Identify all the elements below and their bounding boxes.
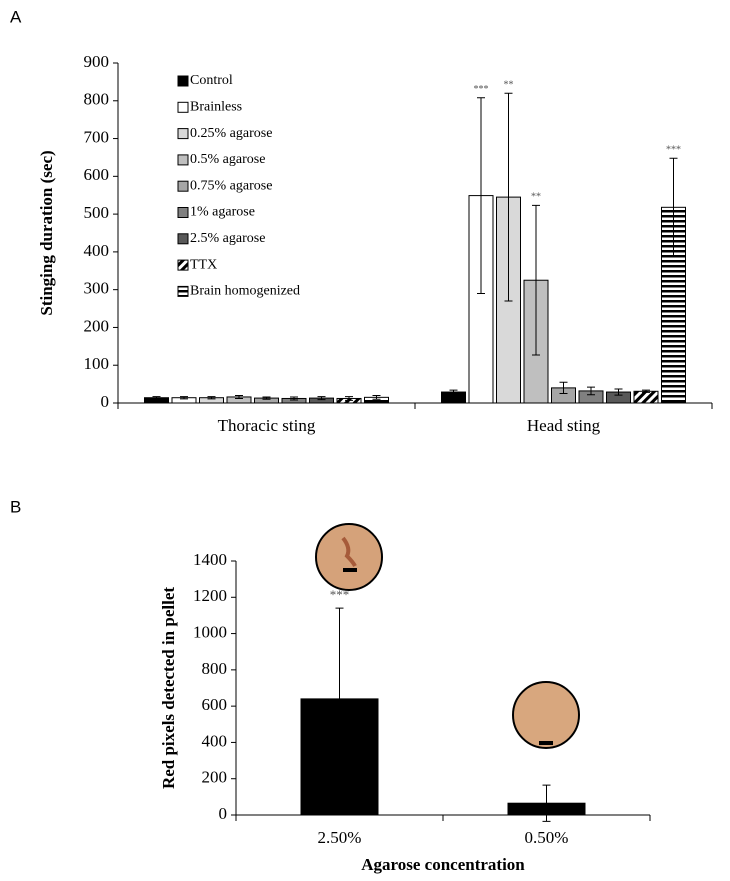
- legend-swatch: [177, 207, 189, 218]
- error-bar: [180, 396, 188, 400]
- y-tick-label: 900: [84, 52, 110, 71]
- error-bar: [235, 394, 243, 399]
- significance-label: **: [504, 80, 514, 91]
- y-tick-label: 1000: [193, 622, 227, 641]
- y-tick-label: 700: [84, 127, 110, 146]
- y-tick-label: 600: [202, 695, 228, 714]
- legend-label: 0.5% agarose: [190, 152, 265, 167]
- legend-label: 0.75% agarose: [190, 178, 272, 193]
- significance-label: ***: [330, 587, 350, 602]
- x-tick-label: 2.50%: [318, 828, 362, 847]
- error-bar: [207, 396, 216, 400]
- error-bar: [587, 386, 595, 396]
- significance-label: ***: [474, 84, 489, 95]
- error-bar: [642, 389, 650, 393]
- legend-label: 0.25% agarose: [190, 126, 272, 141]
- x-tick-label: 0.50%: [525, 828, 569, 847]
- y-axis-label: Red pixels detected in pellet: [159, 587, 178, 789]
- y-tick-label: 0: [101, 392, 110, 411]
- panel-label: B: [10, 497, 21, 516]
- y-tick-label: 1400: [193, 550, 227, 569]
- y-tick-label: 1200: [193, 586, 227, 605]
- x-axis-label: Agarose concentration: [361, 855, 525, 874]
- y-tick-label: 400: [84, 241, 110, 260]
- error-bar: [262, 396, 271, 400]
- error-bar: [532, 204, 540, 356]
- legend-label: Brainless: [190, 100, 242, 115]
- error-bar: [290, 396, 298, 401]
- y-tick-label: 200: [202, 768, 228, 787]
- error-bar: [504, 92, 513, 302]
- y-tick-label: 100: [84, 354, 110, 373]
- y-tick-label: 300: [84, 279, 110, 298]
- y-tick-label: 800: [202, 659, 228, 678]
- bar: [633, 390, 659, 404]
- error-bar: [372, 394, 381, 400]
- error-bar: [345, 396, 353, 401]
- x-tick-label: Thoracic sting: [218, 416, 316, 435]
- legend-swatch: [177, 233, 189, 245]
- significance-label: **: [531, 192, 541, 203]
- legend-swatch: [177, 285, 189, 297]
- y-tick-label: 600: [84, 165, 110, 184]
- photo-low: [512, 681, 580, 749]
- legend-swatch: [177, 128, 189, 140]
- error-bar: [559, 381, 568, 395]
- error-bar: [449, 389, 458, 395]
- significance-label: ***: [666, 144, 681, 155]
- legend-swatch: [177, 180, 189, 192]
- error-bar: [152, 396, 161, 400]
- error-bar: [542, 784, 551, 822]
- panel-label: A: [10, 7, 22, 26]
- legend-label: Brain homogenized: [190, 284, 300, 299]
- error-bar: [317, 396, 326, 401]
- legend-swatch: [177, 154, 189, 166]
- error-bar: [669, 157, 678, 257]
- error-bar: [335, 607, 344, 791]
- legend-swatch: [177, 101, 189, 113]
- y-tick-label: 200: [84, 316, 110, 335]
- legend-label: 1% agarose: [190, 205, 255, 220]
- y-tick-label: 400: [202, 731, 228, 750]
- legend-swatch: [177, 75, 189, 87]
- error-bar: [477, 97, 485, 294]
- legend-label: TTX: [190, 257, 217, 272]
- legend-label: 2.5% agarose: [190, 231, 265, 246]
- y-tick-label: 800: [84, 90, 110, 109]
- photo-high: [315, 523, 383, 591]
- y-tick-label: 0: [219, 804, 228, 823]
- error-bar: [614, 388, 623, 396]
- y-tick-label: 500: [84, 203, 110, 222]
- x-tick-label: Head sting: [527, 416, 601, 435]
- y-axis-label: Stinging duration (sec): [37, 150, 56, 315]
- legend-swatch: [177, 259, 189, 271]
- legend-label: Control: [190, 73, 233, 88]
